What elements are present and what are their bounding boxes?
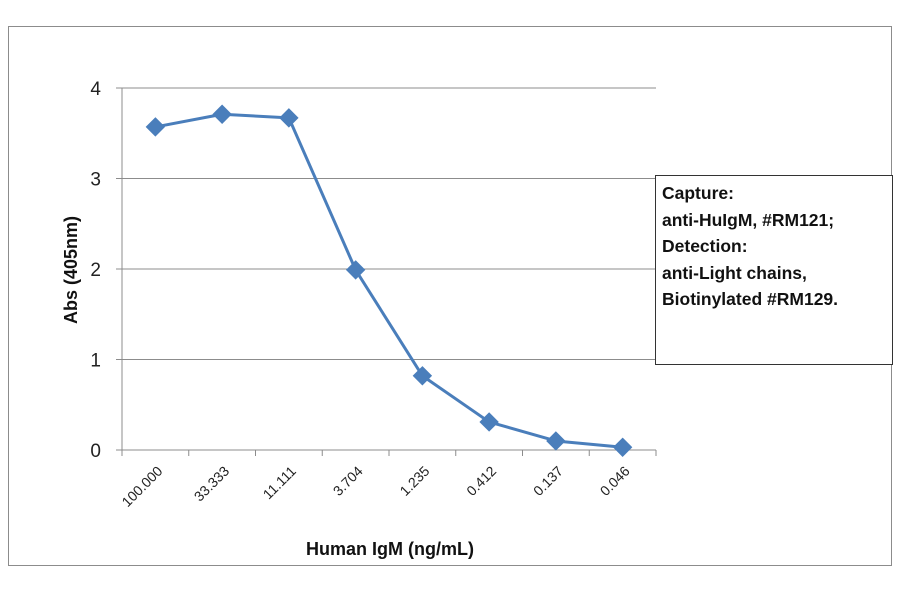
x-tick-label: 3.704 <box>330 463 366 499</box>
series-line <box>155 112 623 449</box>
annotation-line: Detection: <box>662 236 748 256</box>
y-tick-label: 1 <box>90 351 101 372</box>
data-point-marker <box>212 104 232 124</box>
data-point-marker <box>279 108 299 128</box>
data-point-marker <box>546 431 566 451</box>
data-point-marker <box>145 117 166 137</box>
annotation-line: anti-Light chains, <box>662 262 807 283</box>
data-point-marker <box>345 260 366 280</box>
y-tick-label: 2 <box>90 260 101 281</box>
annotation-line: Biotinylated #RM129. <box>662 289 839 309</box>
x-tick-labels: 100.000 33.333 11.111 3.704 1.235 0.412 0.137 0… <box>118 463 632 510</box>
y-tick-labels: 0 1 2 3 4 <box>90 79 101 462</box>
gridlines <box>122 87 656 360</box>
data-point-marker <box>479 412 499 432</box>
data-series <box>145 104 633 457</box>
y-tick-label: 0 <box>90 441 101 462</box>
y-axis-title: Abs (405nm) <box>61 216 81 324</box>
data-point-marker <box>612 437 633 457</box>
x-tick-label: 11.111 <box>260 463 300 503</box>
annotation-line: Capture: <box>662 183 734 203</box>
x-axis-title: Human IgM (ng/mL) <box>306 539 474 559</box>
x-tick-label: 0.412 <box>463 463 499 499</box>
axes <box>116 87 657 456</box>
annotation-line: anti-HuIgM, #RM121; <box>662 209 835 230</box>
x-tick-label: 0.046 <box>597 463 633 499</box>
x-tick-label: 1.235 <box>396 463 432 499</box>
x-tick-label: 100.000 <box>118 463 165 510</box>
annotation-box: Capture: anti-HuIgM, #RM121; Detection: … <box>655 175 893 365</box>
y-tick-label: 4 <box>90 79 101 100</box>
y-tick-label: 3 <box>90 170 101 191</box>
x-tick-label: 0.137 <box>530 463 566 499</box>
x-tick-label: 33.333 <box>191 463 233 505</box>
data-point-marker <box>412 366 433 386</box>
